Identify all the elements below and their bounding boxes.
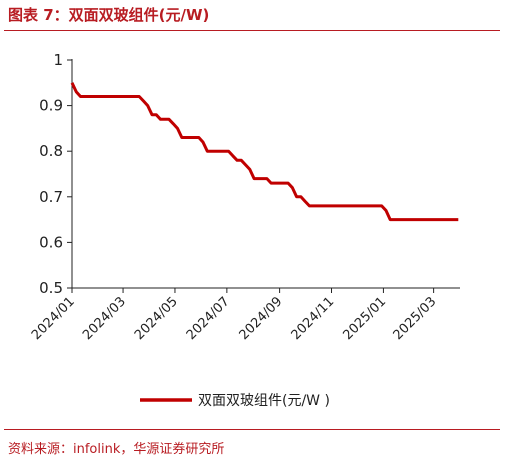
y-axis-ticks: 1 0.9 0.8 0.7 0.6 0.5 (39, 51, 72, 297)
chart-area: 10.90.80.70.60.5 2024/01 2024/03 2024/05 20… (29, 51, 460, 409)
legend-label: 双面双玻组件(元/W ) (198, 393, 330, 409)
axes-group (71, 59, 460, 289)
y-tick-label: 0.6 (39, 233, 63, 251)
source-rule (4, 429, 500, 430)
x-tick-label: 2025/01 (340, 294, 389, 343)
series-lines (70, 82, 459, 222)
x-axis-ticks: 2024/01 2024/03 2024/05 2024/07 2024/09 2024/… (29, 288, 439, 343)
y-tick-label: 0.9 (39, 97, 63, 115)
y-tick-label: 0.5 (39, 279, 63, 297)
x-tick-label: 2024/09 (237, 294, 286, 343)
y-tick-label: 1 (53, 51, 63, 69)
figure-title: 图表 7：双面双玻组件(元/W) (8, 6, 210, 24)
x-tick-label: 2024/03 (80, 294, 129, 343)
x-tick-label: 2024/11 (289, 294, 338, 343)
title-rule (4, 30, 500, 31)
x-tick-label: 2024/07 (184, 294, 233, 343)
y-tick-label: 0.8 (39, 142, 63, 160)
legend: 双面双玻组件(元/W ) (140, 393, 330, 409)
x-tick-label: 2025/03 (391, 294, 440, 343)
x-tick-label: 2024/01 (29, 294, 78, 343)
y-tick-label: 0.7 (39, 188, 63, 206)
x-tick-label: 2024/05 (132, 294, 181, 343)
series-line (70, 82, 459, 222)
source-note: 资料来源：infolink，华源证券研究所 (8, 442, 225, 457)
